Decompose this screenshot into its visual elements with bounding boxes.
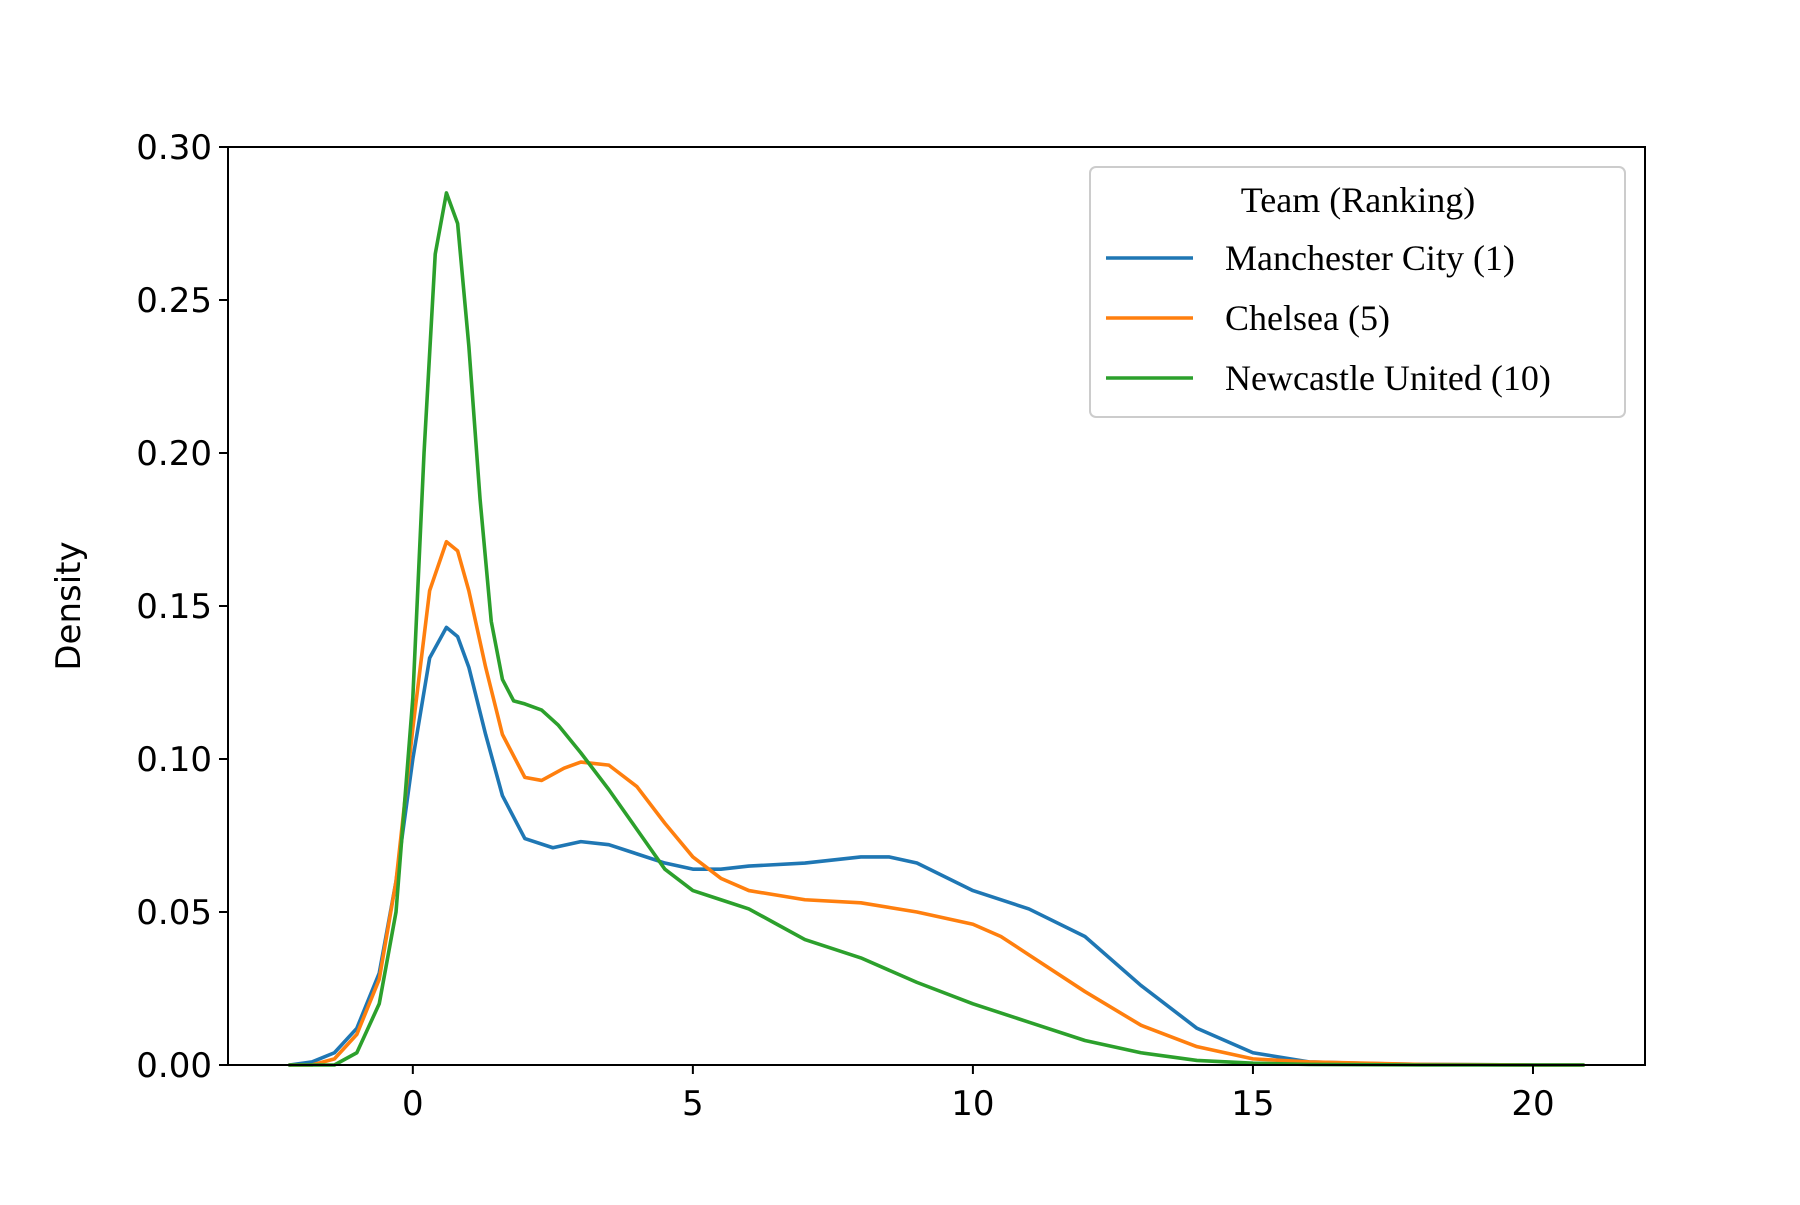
series-line-manchester-city-1 (287, 625, 1586, 1067)
x-tick-label: 0 (402, 1084, 424, 1124)
y-tick-label: 0.00 (136, 1046, 212, 1086)
legend-box (1089, 166, 1626, 418)
series-layer (287, 191, 1586, 1067)
series-line-chelsea-5 (287, 539, 1586, 1067)
y-tick-label: 0.05 (136, 893, 212, 933)
legend-label: Newcastle United (10) (1225, 358, 1551, 398)
y-tick-label: 0.20 (136, 434, 212, 474)
legend-title: Team (Ranking) (1241, 180, 1475, 220)
y-tick-label: 0.10 (136, 740, 212, 780)
x-tick-label: 20 (1511, 1084, 1554, 1124)
y-tick-label: 0.25 (136, 281, 212, 321)
x-tick-label: 5 (682, 1084, 704, 1124)
y-tick-label: 0.15 (136, 587, 212, 627)
legend-label: Manchester City (1) (1225, 238, 1515, 278)
x-tick-label: 10 (951, 1084, 994, 1124)
x-tick-label: 15 (1231, 1084, 1274, 1124)
axes-layer: 0.00 0.05 0.10 0.15 0.20 0.25 0.30 0 5 10 15 20 Dens… (49, 128, 1646, 1124)
legend-label: Chelsea (5) (1225, 298, 1390, 338)
y-axis-label: Density (49, 541, 89, 670)
legend: Team (Ranking) Manchester City (1) Chelsea… (1089, 166, 1626, 418)
y-tick-label: 0.30 (136, 128, 212, 168)
series-line-newcastle-united-10 (287, 191, 1586, 1067)
